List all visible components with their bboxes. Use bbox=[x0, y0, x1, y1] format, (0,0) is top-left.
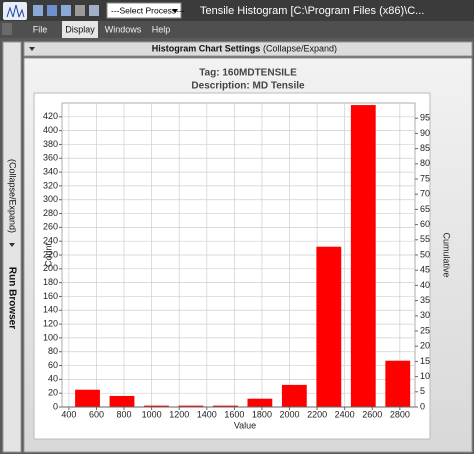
y2-tick-label: 35 bbox=[420, 295, 430, 305]
menu-item[interactable]: File bbox=[33, 24, 48, 34]
y-tick-label: 220 bbox=[43, 249, 58, 259]
y2-tick-label: 95 bbox=[420, 113, 430, 123]
x-tick-label: 2400 bbox=[335, 409, 355, 419]
y-tick-label: 40 bbox=[48, 374, 58, 384]
y-tick-label: 180 bbox=[43, 277, 58, 287]
y2-tick-label: 15 bbox=[420, 356, 430, 366]
side-panel-arrow bbox=[9, 243, 15, 247]
y2-tick-label: 5 bbox=[420, 386, 425, 396]
y2-tick-label: 20 bbox=[420, 341, 430, 351]
process-select[interactable] bbox=[106, 2, 182, 19]
x-tick-label: 1200 bbox=[169, 409, 189, 419]
y-tick-label: 200 bbox=[43, 263, 58, 273]
menu-tab-selected[interactable] bbox=[62, 21, 98, 38]
y2-tick-label: 25 bbox=[420, 325, 430, 335]
y-tick-label: 300 bbox=[43, 194, 58, 204]
x-axis-title: Value bbox=[234, 420, 256, 430]
y2-tick-label: 45 bbox=[420, 265, 430, 275]
x-tick-label: 400 bbox=[61, 409, 76, 419]
toolbar-button[interactable] bbox=[89, 5, 99, 16]
process-select-text: ---Select Process--- bbox=[111, 5, 185, 15]
bar bbox=[109, 395, 135, 407]
y-tick-label: 400 bbox=[43, 125, 58, 135]
y2-tick-label: 0 bbox=[420, 401, 425, 411]
y2-tick-label: 40 bbox=[420, 280, 430, 290]
y-tick-label: 120 bbox=[43, 318, 58, 328]
y-axis-title: Count bbox=[43, 243, 53, 268]
y-tick-label: 360 bbox=[43, 153, 58, 163]
settings-arrow bbox=[29, 47, 35, 51]
y-tick-label: 100 bbox=[43, 332, 58, 342]
y2-tick-label: 70 bbox=[420, 189, 430, 199]
chart-title: Tag: 160MDTENSILE bbox=[199, 68, 297, 79]
y-tick-label: 20 bbox=[48, 388, 58, 398]
x-tick-label: 800 bbox=[117, 409, 132, 419]
menu-bar bbox=[0, 21, 474, 38]
toolbar-button[interactable] bbox=[47, 5, 57, 16]
y-tick-label: 240 bbox=[43, 236, 58, 246]
y2-tick-label: 30 bbox=[420, 310, 430, 320]
bar bbox=[75, 389, 100, 407]
bar bbox=[212, 405, 238, 407]
y-tick-label: 160 bbox=[43, 291, 58, 301]
dropdown-arrow bbox=[172, 9, 178, 13]
x-tick-label: 1400 bbox=[197, 409, 217, 419]
y-tick-label: 80 bbox=[48, 346, 58, 356]
y-tick-label: 320 bbox=[43, 180, 58, 190]
x-tick-label: 2600 bbox=[362, 409, 382, 419]
toolbar-button[interactable] bbox=[61, 5, 71, 16]
bar bbox=[281, 384, 307, 407]
y2-tick-label: 90 bbox=[420, 128, 430, 138]
y2-tick-label: 10 bbox=[420, 371, 430, 381]
y-tick-label: 340 bbox=[43, 166, 58, 176]
y2-tick-label: 55 bbox=[420, 234, 430, 244]
menu-item[interactable]: Display bbox=[65, 24, 95, 34]
y-tick-label: 0 bbox=[53, 401, 58, 411]
y2-tick-label: 65 bbox=[420, 204, 430, 214]
settings-bar[interactable] bbox=[23, 41, 473, 57]
bar bbox=[144, 405, 169, 407]
toolbar-button[interactable] bbox=[75, 5, 85, 16]
bar bbox=[385, 360, 411, 407]
y-tick-label: 420 bbox=[43, 111, 58, 121]
chart-subtitle: Description: MD Tensile bbox=[191, 81, 305, 92]
bar bbox=[178, 405, 204, 407]
x-tick-label: 1800 bbox=[252, 409, 272, 419]
y2-axis-title: Cumulative bbox=[442, 232, 452, 277]
y2-tick-label: 80 bbox=[420, 158, 430, 168]
x-tick-label: 2800 bbox=[390, 409, 410, 419]
side-panel-toggle[interactable]: (Collapse/Expand) bbox=[8, 159, 18, 233]
y-tick-label: 280 bbox=[43, 208, 58, 218]
side-panel-label: Run Browser bbox=[6, 267, 17, 329]
settings-toggle[interactable]: (Collapse/Expand) bbox=[263, 43, 337, 53]
x-tick-label: 1600 bbox=[224, 409, 244, 419]
bar bbox=[350, 105, 376, 407]
menu-button[interactable] bbox=[2, 23, 12, 35]
settings-label: Histogram Chart Settings bbox=[152, 43, 261, 53]
app-icon-graphic bbox=[6, 4, 25, 18]
y-tick-label: 380 bbox=[43, 139, 58, 149]
y-tick-label: 60 bbox=[48, 360, 58, 370]
menu-item[interactable]: Help bbox=[152, 24, 171, 34]
x-tick-label: 2000 bbox=[280, 409, 300, 419]
x-tick-label: 1000 bbox=[142, 409, 162, 419]
y2-tick-label: 75 bbox=[420, 173, 430, 183]
bar bbox=[247, 398, 273, 407]
x-tick-label: 600 bbox=[89, 409, 104, 419]
window-title: Tensile Histogram [C:\Program Files (x86… bbox=[200, 5, 424, 17]
x-tick-label: 2200 bbox=[307, 409, 327, 419]
bar bbox=[316, 246, 342, 407]
menu-item[interactable]: Windows bbox=[105, 24, 142, 34]
y2-tick-label: 60 bbox=[420, 219, 430, 229]
y2-tick-label: 50 bbox=[420, 249, 430, 259]
toolbar-button[interactable] bbox=[33, 5, 43, 16]
y2-tick-label: 85 bbox=[420, 143, 430, 153]
y-tick-label: 140 bbox=[43, 305, 58, 315]
y-tick-label: 260 bbox=[43, 222, 58, 232]
